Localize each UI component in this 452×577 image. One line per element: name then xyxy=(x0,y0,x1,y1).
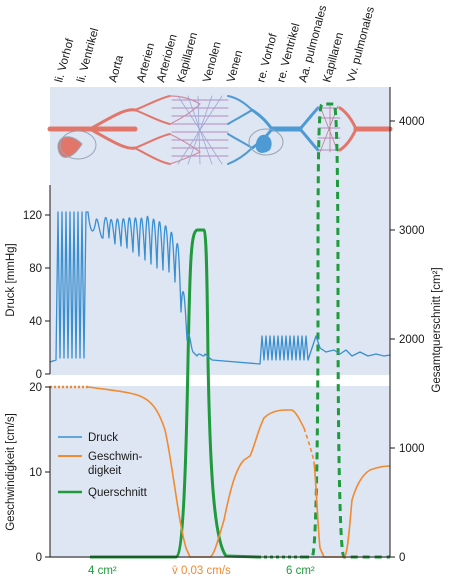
top-label-li-vorhof: li. Vorhof xyxy=(53,37,76,84)
vessel-schematic xyxy=(47,95,393,165)
top-label-vv-pulmonales: Vv. pulmonales xyxy=(345,5,377,83)
legend-geschwindigkeit-label-2: digkeit xyxy=(88,465,122,477)
velocity-tick-20: 20 xyxy=(29,382,42,394)
velocity-axis-title: Geschwindigkeit [cm/s] xyxy=(5,413,17,531)
area-tick-3000: 3000 xyxy=(399,225,425,237)
area-tick-0: 0 xyxy=(399,552,405,564)
legend-druck-label: Druck xyxy=(88,432,118,444)
top-label-aorta: Aorta xyxy=(107,54,126,84)
pressure-tick-40: 40 xyxy=(29,316,42,328)
annotation-area-aorta: 4 cm² xyxy=(88,565,117,577)
top-label-venolen: Venolen xyxy=(201,41,223,84)
annotation-area-pulmonary: 6 cm² xyxy=(286,565,315,577)
annotation-velocity-capillary: v̄ 0,03 cm/s xyxy=(172,565,231,577)
area-axis-title: Gesamtquerschnitt [cm²] xyxy=(431,267,443,392)
top-label-kapillaren-pulm: Kapillaren xyxy=(321,31,346,84)
legend-geschwindigkeit-label-1: Geschwin- xyxy=(88,451,142,463)
velocity-tick-10: 10 xyxy=(29,467,42,479)
pressure-tick-120: 120 xyxy=(23,210,42,222)
druck-curve xyxy=(49,211,391,365)
area-tick-2000: 2000 xyxy=(399,334,425,346)
pressure-tick-0: 0 xyxy=(36,369,42,381)
pressure-panel-bg xyxy=(50,87,390,375)
right-axis-area xyxy=(389,87,395,558)
velocity-tick-0: 0 xyxy=(36,552,42,564)
top-label-kapillaren: Kapillaren xyxy=(175,31,200,84)
top-label-venen: Venen xyxy=(225,49,245,84)
legend: Druck Geschwin- digkeit Querschnitt xyxy=(58,432,148,499)
pressure-tick-80: 80 xyxy=(29,263,42,275)
legend-querschnitt-label: Querschnitt xyxy=(88,487,148,499)
geschwindigkeit-curve xyxy=(50,385,391,558)
velocity-panel-bg xyxy=(50,386,390,558)
area-tick-1000: 1000 xyxy=(399,443,425,455)
top-label-arterien: Arterien xyxy=(135,42,157,84)
pressure-axis-title: Druck [mmHg] xyxy=(5,243,17,316)
left-axis-pressure xyxy=(45,185,51,375)
area-tick-4000: 4000 xyxy=(399,116,425,128)
left-axis-velocity xyxy=(45,386,390,558)
top-label-li-ventrikel: li. Ventrikel xyxy=(75,27,101,84)
